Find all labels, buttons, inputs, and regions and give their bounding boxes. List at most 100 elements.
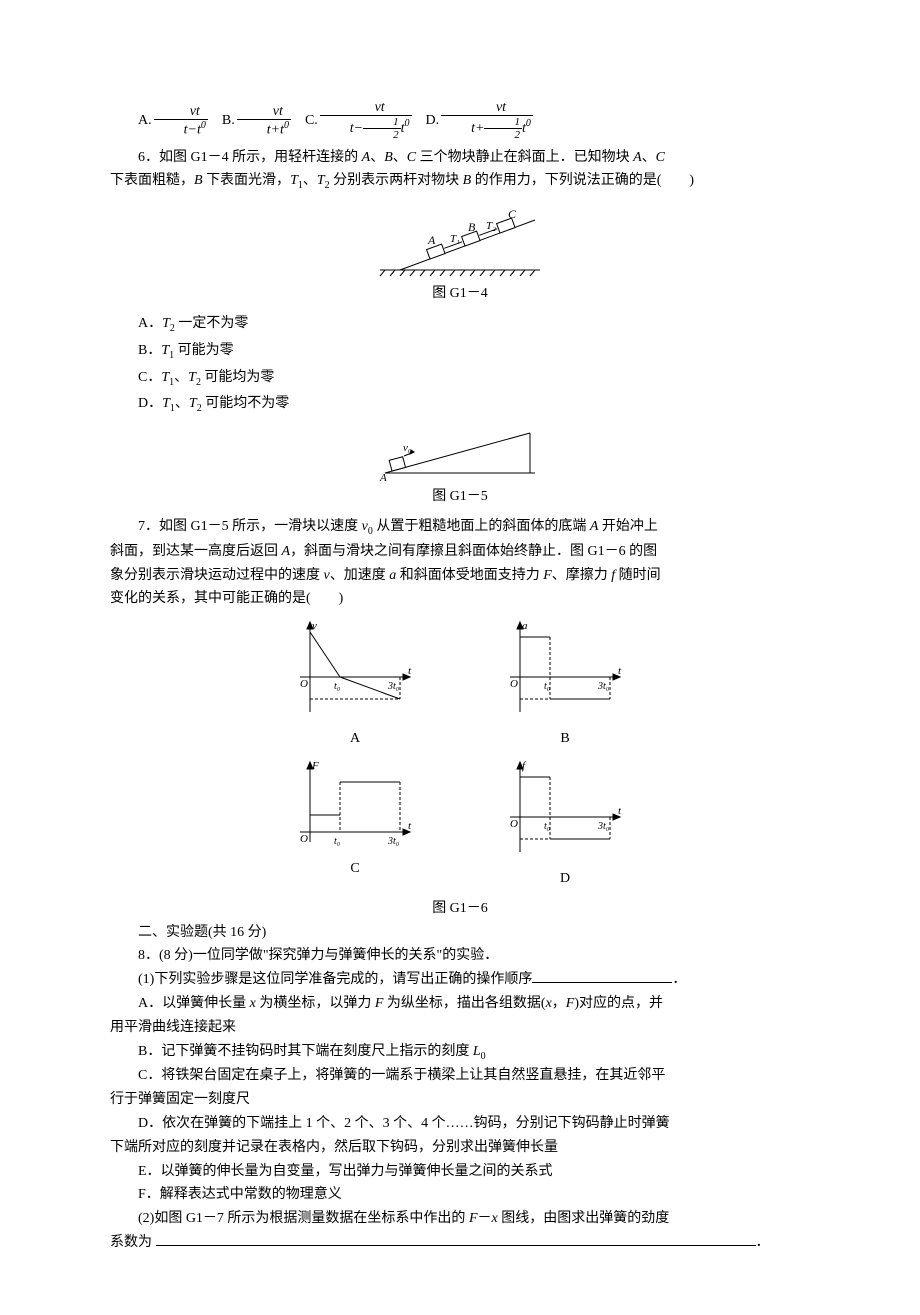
q6-t2i: 的作用力，下列说法正确的是( ) xyxy=(471,173,694,188)
q6-t1c: 、 xyxy=(370,150,384,165)
svg-text:3t₀: 3t₀ xyxy=(387,681,400,692)
svg-text:t₀: t₀ xyxy=(334,681,341,692)
q8-p1: (1)下列实验步骤是这位同学准备完成的，请写出正确的操作顺序． xyxy=(110,968,810,992)
q5-d-den-sup: 0 xyxy=(526,119,531,130)
q5-d-den-pre: t+ xyxy=(471,121,484,136)
svg-text:O: O xyxy=(300,678,308,690)
chart-d: f t O t₀ 3t₀ D xyxy=(500,757,630,891)
q7-text: 7．如图 G1－5 所示，一滑块以速度 v0 从置于粗糙地面上的斜面体的底端 A… xyxy=(110,515,810,540)
q8-step-c: C．将铁架台固定在桌子上，将弹簧的一端系于横梁上让其自然竖直悬挂，在其近邻平 xyxy=(110,1064,810,1088)
q7-t3a: 象分别表示滑块运动过程中的速度 xyxy=(110,568,324,583)
q7-caption-top: 图 G1－5 xyxy=(110,485,810,509)
q8p2end: ． xyxy=(756,1235,770,1250)
q7-t3c: 、加速度 xyxy=(330,568,390,583)
q7-t2b: A xyxy=(282,544,291,559)
chart-c: F t O t₀ 3t₀ C xyxy=(290,757,420,891)
q6a-1: A． xyxy=(138,316,162,331)
q8-p2-line2: 系数为 ． xyxy=(110,1231,810,1255)
q7-t2a: 斜面，到达某一高度后返回 xyxy=(110,544,282,559)
q5-opt-d-frac: vtt+12t0 xyxy=(441,100,533,142)
q8a1: A．以弹簧伸长量 xyxy=(138,996,250,1011)
q6d-1: D． xyxy=(138,396,162,411)
q8b3: 0 xyxy=(481,1050,486,1061)
q6c-1: C． xyxy=(138,370,161,385)
incline-diagram-icon: A B C T₁ T₂ xyxy=(360,200,560,280)
q5-opt-a-label: A. xyxy=(138,113,152,128)
svg-text:F: F xyxy=(311,760,319,772)
q8-step-c-cont: 行于弹簧固定一刻度尺 xyxy=(110,1088,810,1112)
q6-t2f: T xyxy=(317,173,325,188)
q5-options: A.vtt−t0 B.vtt+t0 C.vtt−12t0 D.vtt+12t0 xyxy=(110,100,810,142)
q6-text-line2: 下表面粗糙，B 下表面光滑，T1、T2 分别表示两杆对物块 B 的作用力，下列说… xyxy=(110,169,810,194)
block-b-label: B xyxy=(468,220,476,234)
q6-t2g: 分别表示两杆对物块 xyxy=(330,173,463,188)
chart-b: a t O t₀ 3t₀ B xyxy=(500,617,630,751)
q7-text3: 象分别表示滑块运动过程中的速度 v、加速度 a 和斜面体受地面支持力 F、摩擦力… xyxy=(110,564,810,588)
q5-opt-c-frac: vtt−12t0 xyxy=(320,100,412,142)
q6-t1b: A xyxy=(362,150,371,165)
q6-t2d: T xyxy=(290,173,298,188)
q8-step-d-cont: 下端所对应的刻度并记录在表格内，然后取下钩码，分别求出弹簧伸长量 xyxy=(110,1136,810,1160)
q6-t1g: 三个物块静止在斜面上．已知物块 xyxy=(416,150,633,165)
q6c-4: 、 xyxy=(174,370,188,385)
q7-t3f: F xyxy=(543,568,552,583)
blank-input-long[interactable] xyxy=(156,1232,756,1246)
q5-a-den: t−t xyxy=(184,123,201,138)
chart-d-icon: f t O t₀ 3t₀ xyxy=(500,757,630,867)
q6d-7: 可能均不为零 xyxy=(202,396,290,411)
q6d-4: 、 xyxy=(175,396,189,411)
q5-b-den: t+t xyxy=(267,123,284,138)
q8-step-a: A．以弹簧伸长量 x 为横坐标，以弹力 F 为纵坐标，描出各组数据(x，F)对应… xyxy=(110,992,810,1016)
rod-t2-label: T₂ xyxy=(486,220,496,232)
q6-opt-b: B．T1 可能为零 xyxy=(138,339,810,364)
svg-text:a: a xyxy=(522,620,528,632)
q6-t1h: A xyxy=(633,150,642,165)
q8-intro: 8．(8 分)一位同学做"探究弹力与弹簧伸长的关系"的实验． xyxy=(110,944,810,968)
q5-opt-b-label: B. xyxy=(222,113,235,128)
q7-t3g: 、摩擦力 xyxy=(552,568,612,583)
q5-c-den-fd: 2 xyxy=(363,129,401,141)
svg-text:O: O xyxy=(300,833,308,845)
q6-figure: A B C T₁ T₂ 图 G1－4 xyxy=(110,200,810,306)
q6-t2e: 、 xyxy=(303,173,317,188)
q6-t2h: B xyxy=(463,173,472,188)
q6a-4: 一定不为零 xyxy=(175,316,249,331)
q8-step-b: B．记下弹簧不挂钩码时其下端在刻度尺上指示的刻度 L0 xyxy=(110,1040,810,1065)
q6-t1d: B xyxy=(384,150,393,165)
q6-t2a: 下表面粗糙， xyxy=(110,173,194,188)
svg-text:t: t xyxy=(618,665,622,677)
q6-opt-a: A．T2 一定不为零 xyxy=(138,312,810,337)
q7-t3e: 和斜面体受地面支持力 xyxy=(396,568,543,583)
q7-te: 开始冲上 xyxy=(598,519,658,534)
q6d-5: T xyxy=(189,396,197,411)
q7-figure-top: A v₀ 图 G1－5 xyxy=(110,423,810,509)
q5-b-num: vt xyxy=(273,104,283,119)
q6b-1: B． xyxy=(138,343,161,358)
svg-text:v: v xyxy=(312,620,317,632)
q5-b-den-sup: 0 xyxy=(284,120,289,131)
svg-text:O: O xyxy=(510,678,518,690)
svg-text:t₀: t₀ xyxy=(334,836,341,847)
chart-a-label: A xyxy=(290,727,420,751)
q6c-5: T xyxy=(188,370,196,385)
q5-c-den-fn: 1 xyxy=(363,116,401,129)
q7-t3i: 随时间 xyxy=(615,568,661,583)
q5-a-num: vt xyxy=(190,104,200,119)
q6c-2: T xyxy=(161,370,169,385)
svg-text:3t₀: 3t₀ xyxy=(597,821,610,832)
block-c-label: C xyxy=(508,207,517,221)
q8p2c: － xyxy=(478,1211,492,1226)
q6-caption: 图 G1－4 xyxy=(110,282,810,306)
q8a3: 为横坐标，以弹力 xyxy=(256,996,375,1011)
q7-text2: 斜面，到达某一高度后返回 A，斜面与滑块之间有摩擦且斜面体始终静止．图 G1－6… xyxy=(110,540,810,564)
q5-opt-d-label: D. xyxy=(426,113,440,128)
svg-text:t₀: t₀ xyxy=(544,681,551,692)
q8p2l2: 系数为 xyxy=(110,1235,152,1250)
q6b-4: 可能为零 xyxy=(174,343,234,358)
chart-c-icon: F t O t₀ 3t₀ xyxy=(290,757,420,857)
q8-step-a-cont: 用平滑曲线连接起来 xyxy=(110,1016,810,1040)
blank-input[interactable] xyxy=(532,969,672,983)
svg-text:f: f xyxy=(522,760,527,772)
block-a-label: A xyxy=(427,233,436,247)
section2-title: 二、实验题(共 16 分) xyxy=(110,921,810,945)
